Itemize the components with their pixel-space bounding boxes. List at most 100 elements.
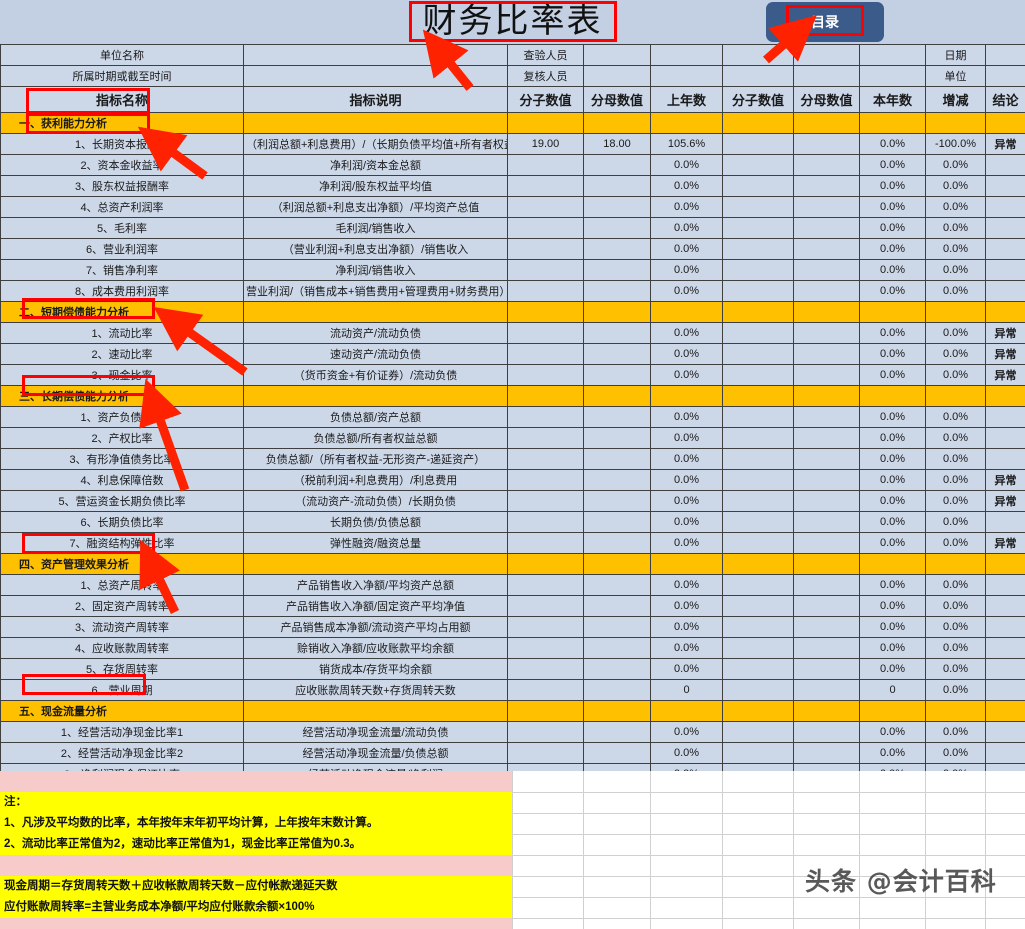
- cell-numerator-prev[interactable]: [507, 595, 584, 617]
- cell-numerator-cur[interactable]: [722, 679, 794, 701]
- cell-numerator-prev[interactable]: [507, 364, 584, 386]
- cell-numerator-prev[interactable]: [507, 511, 584, 533]
- cell-denominator-prev[interactable]: [583, 469, 651, 491]
- cell-numerator-cur[interactable]: [722, 511, 794, 533]
- cell-numerator-cur[interactable]: [722, 280, 794, 302]
- cell-numerator-cur[interactable]: [722, 637, 794, 659]
- cell-numerator-prev[interactable]: [507, 616, 584, 638]
- cell-denominator-prev[interactable]: [583, 196, 651, 218]
- meta-value-mid[interactable]: [583, 65, 651, 87]
- cell-numerator-cur[interactable]: [722, 406, 794, 428]
- cell-numerator-cur[interactable]: [722, 595, 794, 617]
- cell-numerator-prev[interactable]: [507, 448, 584, 470]
- cell-denominator-cur[interactable]: [793, 154, 860, 176]
- cell-denominator-cur[interactable]: [793, 238, 860, 260]
- cell-denominator-cur[interactable]: [793, 406, 860, 428]
- cell-denominator-prev[interactable]: [583, 742, 651, 764]
- cell-numerator-prev[interactable]: [507, 721, 584, 743]
- contents-button[interactable]: 目录: [766, 2, 884, 42]
- cell-numerator-cur[interactable]: [722, 238, 794, 260]
- cell-numerator-cur[interactable]: [722, 217, 794, 239]
- cell-numerator-prev[interactable]: 19.00: [507, 133, 584, 155]
- cell-numerator-cur[interactable]: [722, 469, 794, 491]
- cell-denominator-prev[interactable]: [583, 343, 651, 365]
- meta-blank-b[interactable]: [722, 44, 794, 66]
- cell-denominator-cur[interactable]: [793, 448, 860, 470]
- cell-denominator-prev[interactable]: [583, 154, 651, 176]
- cell-denominator-prev[interactable]: [583, 406, 651, 428]
- cell-numerator-prev[interactable]: [507, 490, 584, 512]
- cell-denominator-cur[interactable]: [793, 679, 860, 701]
- meta-blank-d[interactable]: [859, 65, 926, 87]
- cell-denominator-prev[interactable]: [583, 280, 651, 302]
- cell-denominator-cur[interactable]: [793, 427, 860, 449]
- cell-numerator-prev[interactable]: [507, 427, 584, 449]
- cell-denominator-cur[interactable]: [793, 574, 860, 596]
- meta-blank-c[interactable]: [793, 44, 860, 66]
- cell-numerator-prev[interactable]: [507, 574, 584, 596]
- cell-denominator-prev[interactable]: [583, 574, 651, 596]
- cell-denominator-cur[interactable]: [793, 196, 860, 218]
- cell-denominator-prev[interactable]: [583, 259, 651, 281]
- cell-numerator-cur[interactable]: [722, 490, 794, 512]
- cell-denominator-cur[interactable]: [793, 322, 860, 344]
- cell-numerator-cur[interactable]: [722, 133, 794, 155]
- cell-denominator-prev[interactable]: [583, 448, 651, 470]
- cell-numerator-cur[interactable]: [722, 448, 794, 470]
- cell-numerator-cur[interactable]: [722, 427, 794, 449]
- cell-denominator-cur[interactable]: [793, 280, 860, 302]
- meta-blank-a[interactable]: [650, 65, 723, 87]
- cell-denominator-prev[interactable]: [583, 721, 651, 743]
- cell-numerator-prev[interactable]: [507, 238, 584, 260]
- cell-numerator-cur[interactable]: [722, 658, 794, 680]
- cell-numerator-cur[interactable]: [722, 259, 794, 281]
- cell-denominator-cur[interactable]: [793, 364, 860, 386]
- cell-denominator-prev[interactable]: [583, 490, 651, 512]
- meta-blank-b[interactable]: [722, 65, 794, 87]
- cell-denominator-prev[interactable]: [583, 427, 651, 449]
- cell-numerator-cur[interactable]: [722, 364, 794, 386]
- cell-denominator-cur[interactable]: [793, 595, 860, 617]
- cell-numerator-prev[interactable]: [507, 196, 584, 218]
- cell-denominator-prev[interactable]: [583, 322, 651, 344]
- cell-denominator-cur[interactable]: [793, 511, 860, 533]
- cell-numerator-cur[interactable]: [722, 343, 794, 365]
- cell-denominator-cur[interactable]: [793, 532, 860, 554]
- cell-denominator-cur[interactable]: [793, 217, 860, 239]
- cell-denominator-prev[interactable]: [583, 637, 651, 659]
- cell-denominator-prev[interactable]: [583, 595, 651, 617]
- cell-numerator-cur[interactable]: [722, 742, 794, 764]
- meta-blank-d[interactable]: [859, 44, 926, 66]
- cell-denominator-cur[interactable]: [793, 133, 860, 155]
- cell-numerator-prev[interactable]: [507, 217, 584, 239]
- meta-blank-a[interactable]: [650, 44, 723, 66]
- cell-numerator-prev[interactable]: [507, 742, 584, 764]
- cell-numerator-cur[interactable]: [722, 532, 794, 554]
- cell-denominator-prev[interactable]: [583, 238, 651, 260]
- cell-numerator-prev[interactable]: [507, 532, 584, 554]
- cell-denominator-prev[interactable]: 18.00: [583, 133, 651, 155]
- cell-denominator-prev[interactable]: [583, 679, 651, 701]
- cell-numerator-prev[interactable]: [507, 154, 584, 176]
- cell-denominator-cur[interactable]: [793, 469, 860, 491]
- meta-value-right[interactable]: [985, 65, 1025, 87]
- cell-denominator-prev[interactable]: [583, 616, 651, 638]
- cell-numerator-cur[interactable]: [722, 616, 794, 638]
- cell-numerator-cur[interactable]: [722, 721, 794, 743]
- cell-denominator-prev[interactable]: [583, 217, 651, 239]
- cell-numerator-prev[interactable]: [507, 658, 584, 680]
- cell-denominator-cur[interactable]: [793, 175, 860, 197]
- cell-denominator-cur[interactable]: [793, 742, 860, 764]
- meta-value-left[interactable]: [243, 44, 508, 66]
- cell-numerator-prev[interactable]: [507, 259, 584, 281]
- cell-numerator-prev[interactable]: [507, 322, 584, 344]
- cell-numerator-prev[interactable]: [507, 343, 584, 365]
- cell-numerator-prev[interactable]: [507, 280, 584, 302]
- cell-denominator-prev[interactable]: [583, 658, 651, 680]
- cell-numerator-cur[interactable]: [722, 322, 794, 344]
- cell-numerator-prev[interactable]: [507, 679, 584, 701]
- cell-numerator-cur[interactable]: [722, 154, 794, 176]
- cell-numerator-prev[interactable]: [507, 469, 584, 491]
- cell-denominator-cur[interactable]: [793, 721, 860, 743]
- cell-denominator-cur[interactable]: [793, 616, 860, 638]
